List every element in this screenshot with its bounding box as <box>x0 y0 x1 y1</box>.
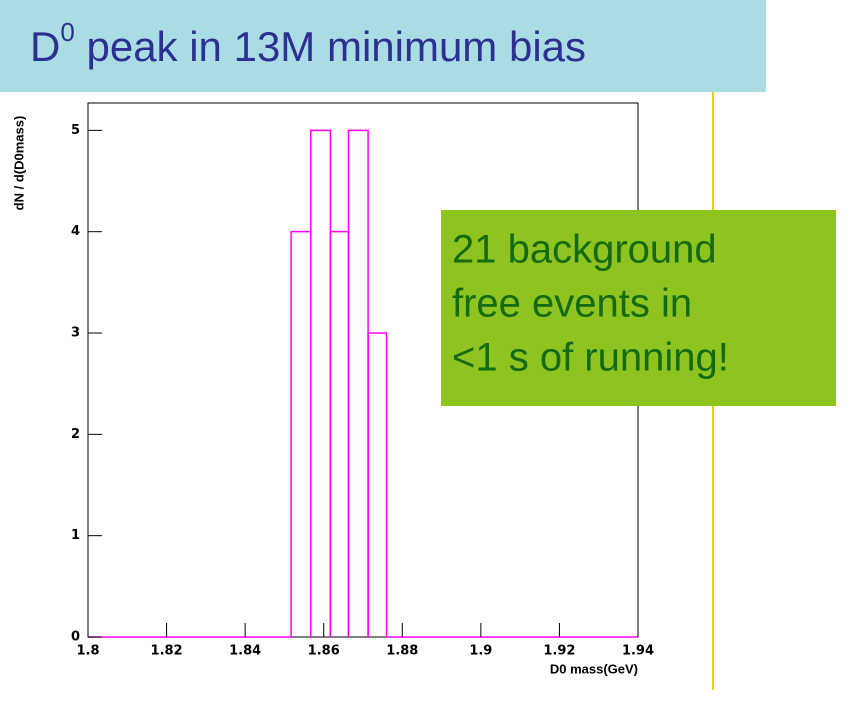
bin <box>347 129 369 637</box>
x-tick-label: 1.88 <box>386 644 418 659</box>
x-tick-label: 1.94 <box>622 644 654 659</box>
title-rest: peak in 13M minimum bias <box>75 23 586 70</box>
annotation-line: free events in <box>452 282 692 326</box>
annotation-line: <1 s of running! <box>452 336 729 380</box>
title-banner <box>0 0 766 92</box>
y-axis-label: dN / d(D0mass) <box>11 116 26 211</box>
x-tick-label: 1.9 <box>469 644 492 659</box>
annotation-line: 21 background <box>452 228 717 272</box>
y-tick-label: 3 <box>71 326 80 341</box>
annotation-box <box>441 210 836 406</box>
x-tick-label: 1.82 <box>151 644 183 659</box>
y-tick-label: 2 <box>71 427 80 442</box>
x-tick-label: 1.86 <box>308 644 340 659</box>
title-main: D <box>30 23 60 70</box>
x-axis-label: D0 mass(GeV) <box>550 661 638 676</box>
x-tick-label: 1.8 <box>76 644 99 659</box>
title-sup: 0 <box>60 17 74 47</box>
bin <box>310 129 332 637</box>
y-tick-label: 5 <box>71 123 80 138</box>
y-tick-label: 4 <box>71 224 80 239</box>
x-tick-label: 1.92 <box>543 644 575 659</box>
bin <box>329 230 350 637</box>
bin <box>367 332 388 637</box>
y-tick-label: 0 <box>71 630 80 645</box>
y-tick-label: 1 <box>71 528 80 543</box>
chart-title: D0 peak in 13M minimum bias <box>30 17 586 70</box>
annotation: 21 background free events in <1 s of runni… <box>452 228 729 380</box>
histogram <box>88 129 638 638</box>
x-tick-label: 1.84 <box>229 644 261 659</box>
bin <box>290 230 312 637</box>
